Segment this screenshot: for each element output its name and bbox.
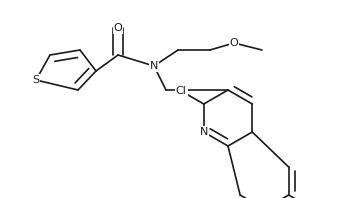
Text: N: N [199,127,208,137]
Text: S: S [32,75,40,85]
Text: N: N [150,61,158,71]
Text: Cl: Cl [176,86,187,96]
Text: O: O [114,23,122,33]
Text: O: O [230,38,238,48]
